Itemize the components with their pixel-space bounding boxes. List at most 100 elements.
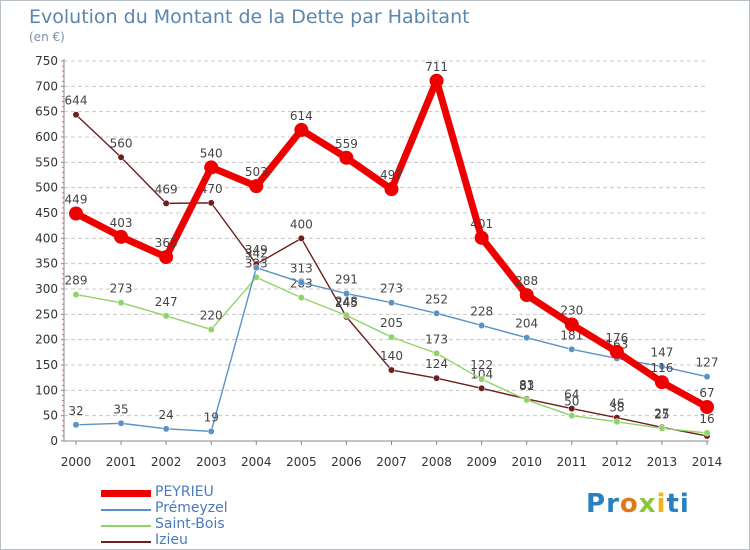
data-label-izieu: 46 xyxy=(609,397,624,411)
data-label-izieu: 27 xyxy=(654,406,669,420)
data-point-izieu xyxy=(72,111,80,119)
data-point-izieu xyxy=(478,384,486,392)
x-tick-label: 2010 xyxy=(511,455,542,469)
data-point-premeyzel xyxy=(703,373,711,381)
data-label-peyrieu: 559 xyxy=(335,137,358,151)
legend-item-izieu: Izieu xyxy=(101,532,321,549)
data-label-izieu: 104 xyxy=(470,367,493,381)
data-label-saint-bois: 205 xyxy=(380,316,403,330)
y-tick-label: 750 xyxy=(35,54,58,68)
data-point-peyrieu xyxy=(564,317,579,332)
x-tick-label: 2005 xyxy=(286,455,317,469)
data-label-saint-bois: 38 xyxy=(609,401,624,415)
data-point-premeyzel xyxy=(72,421,80,429)
data-label-premeyzel: 32 xyxy=(68,404,83,418)
data-label-peyrieu: 449 xyxy=(65,193,88,207)
logo-letter: t xyxy=(666,489,680,519)
data-point-izieu xyxy=(297,234,305,242)
data-point-izieu xyxy=(433,374,441,382)
data-point-peyrieu xyxy=(114,229,129,244)
data-point-premeyzel xyxy=(342,290,350,298)
data-label-peyrieu: 230 xyxy=(560,303,583,317)
data-label-saint-bois: 81 xyxy=(519,379,534,393)
legend-item-premeyzel: Prémeyzel xyxy=(101,500,321,517)
y-tick-label: 100 xyxy=(35,383,58,397)
data-point-izieu xyxy=(388,366,395,374)
data-point-peyrieu xyxy=(384,182,399,197)
logo-letter: P xyxy=(586,489,607,519)
data-label-premeyzel: 313 xyxy=(290,261,313,275)
data-label-premeyzel: 252 xyxy=(425,292,448,306)
legend-swatch-premeyzel xyxy=(101,509,151,511)
data-label-izieu: 644 xyxy=(65,94,88,108)
data-point-izieu xyxy=(117,153,125,161)
legend-swatch-saint-bois xyxy=(101,525,151,527)
x-tick-label: 2000 xyxy=(61,455,92,469)
legend-item-peyrieu: PEYRIEU xyxy=(101,484,321,501)
data-label-saint-bois: 122 xyxy=(470,358,493,372)
data-label-peyrieu: 497 xyxy=(380,168,403,182)
data-label-saint-bois: 50 xyxy=(564,395,579,409)
x-tick-label: 2001 xyxy=(106,455,137,469)
y-tick-label: 600 xyxy=(35,130,58,144)
y-tick-label: 500 xyxy=(35,181,58,195)
data-point-premeyzel xyxy=(388,299,395,307)
data-label-izieu: 400 xyxy=(290,217,313,231)
data-label-premeyzel: 24 xyxy=(159,408,174,422)
data-point-izieu xyxy=(568,405,576,413)
data-label-peyrieu: 116 xyxy=(650,361,673,375)
y-tick-label: 650 xyxy=(35,105,58,119)
data-label-saint-bois: 289 xyxy=(65,274,88,288)
proxiti-logo: Proxiti xyxy=(586,489,690,519)
data-label-saint-bois: 173 xyxy=(425,332,448,346)
data-point-saint-bois xyxy=(342,311,350,319)
data-point-peyrieu xyxy=(294,122,309,137)
logo-letter: i xyxy=(656,489,667,519)
chart-unit-label: (en €) xyxy=(29,30,65,44)
y-tick-label: 250 xyxy=(35,307,58,321)
x-tick-label: 2002 xyxy=(151,455,182,469)
data-label-premeyzel: 204 xyxy=(515,317,538,331)
data-label-premeyzel: 147 xyxy=(650,346,673,360)
y-tick-label: 550 xyxy=(35,155,58,169)
data-label-izieu: 140 xyxy=(380,349,403,363)
data-label-premeyzel: 35 xyxy=(113,402,128,416)
data-label-izieu: 83 xyxy=(519,378,534,392)
y-tick-label: 0 xyxy=(50,434,58,448)
data-point-saint-bois xyxy=(658,424,666,432)
data-point-premeyzel xyxy=(478,322,486,329)
data-label-peyrieu: 614 xyxy=(290,109,313,123)
data-point-saint-bois xyxy=(478,375,486,383)
grid xyxy=(64,60,707,417)
y-tick-label: 50 xyxy=(43,409,58,423)
x-tick-label: 2004 xyxy=(241,455,272,469)
data-point-saint-bois xyxy=(613,418,621,426)
logo-letter: i xyxy=(679,489,690,519)
data-point-saint-bois xyxy=(297,294,305,302)
data-label-peyrieu: 67 xyxy=(699,386,714,400)
data-point-peyrieu xyxy=(159,250,174,265)
legend-swatch-izieu xyxy=(101,541,151,543)
data-label-peyrieu: 540 xyxy=(200,146,223,160)
data-label-saint-bois: 273 xyxy=(110,282,133,296)
data-point-izieu xyxy=(207,199,215,207)
data-label-saint-bois: 248 xyxy=(335,294,358,308)
data-point-saint-bois xyxy=(433,349,441,357)
y-tick-label: 350 xyxy=(35,257,58,271)
chart-title: Evolution du Montant de la Dette par Hab… xyxy=(29,6,470,28)
x-tick-label: 2014 xyxy=(692,455,723,469)
data-point-peyrieu xyxy=(700,400,714,415)
x-tick-label: 2003 xyxy=(196,455,227,469)
data-point-saint-bois xyxy=(117,299,125,307)
data-point-saint-bois xyxy=(703,429,711,437)
axes: 0501001502002503003504004505005506006507… xyxy=(35,54,722,469)
logo-letter: x xyxy=(638,489,657,519)
x-tick-label: 2007 xyxy=(376,455,407,469)
y-tick-label: 150 xyxy=(35,358,58,372)
data-point-saint-bois xyxy=(207,326,215,333)
data-label-peyrieu: 288 xyxy=(515,274,538,288)
legend-label-premeyzel: Prémeyzel xyxy=(155,500,228,516)
